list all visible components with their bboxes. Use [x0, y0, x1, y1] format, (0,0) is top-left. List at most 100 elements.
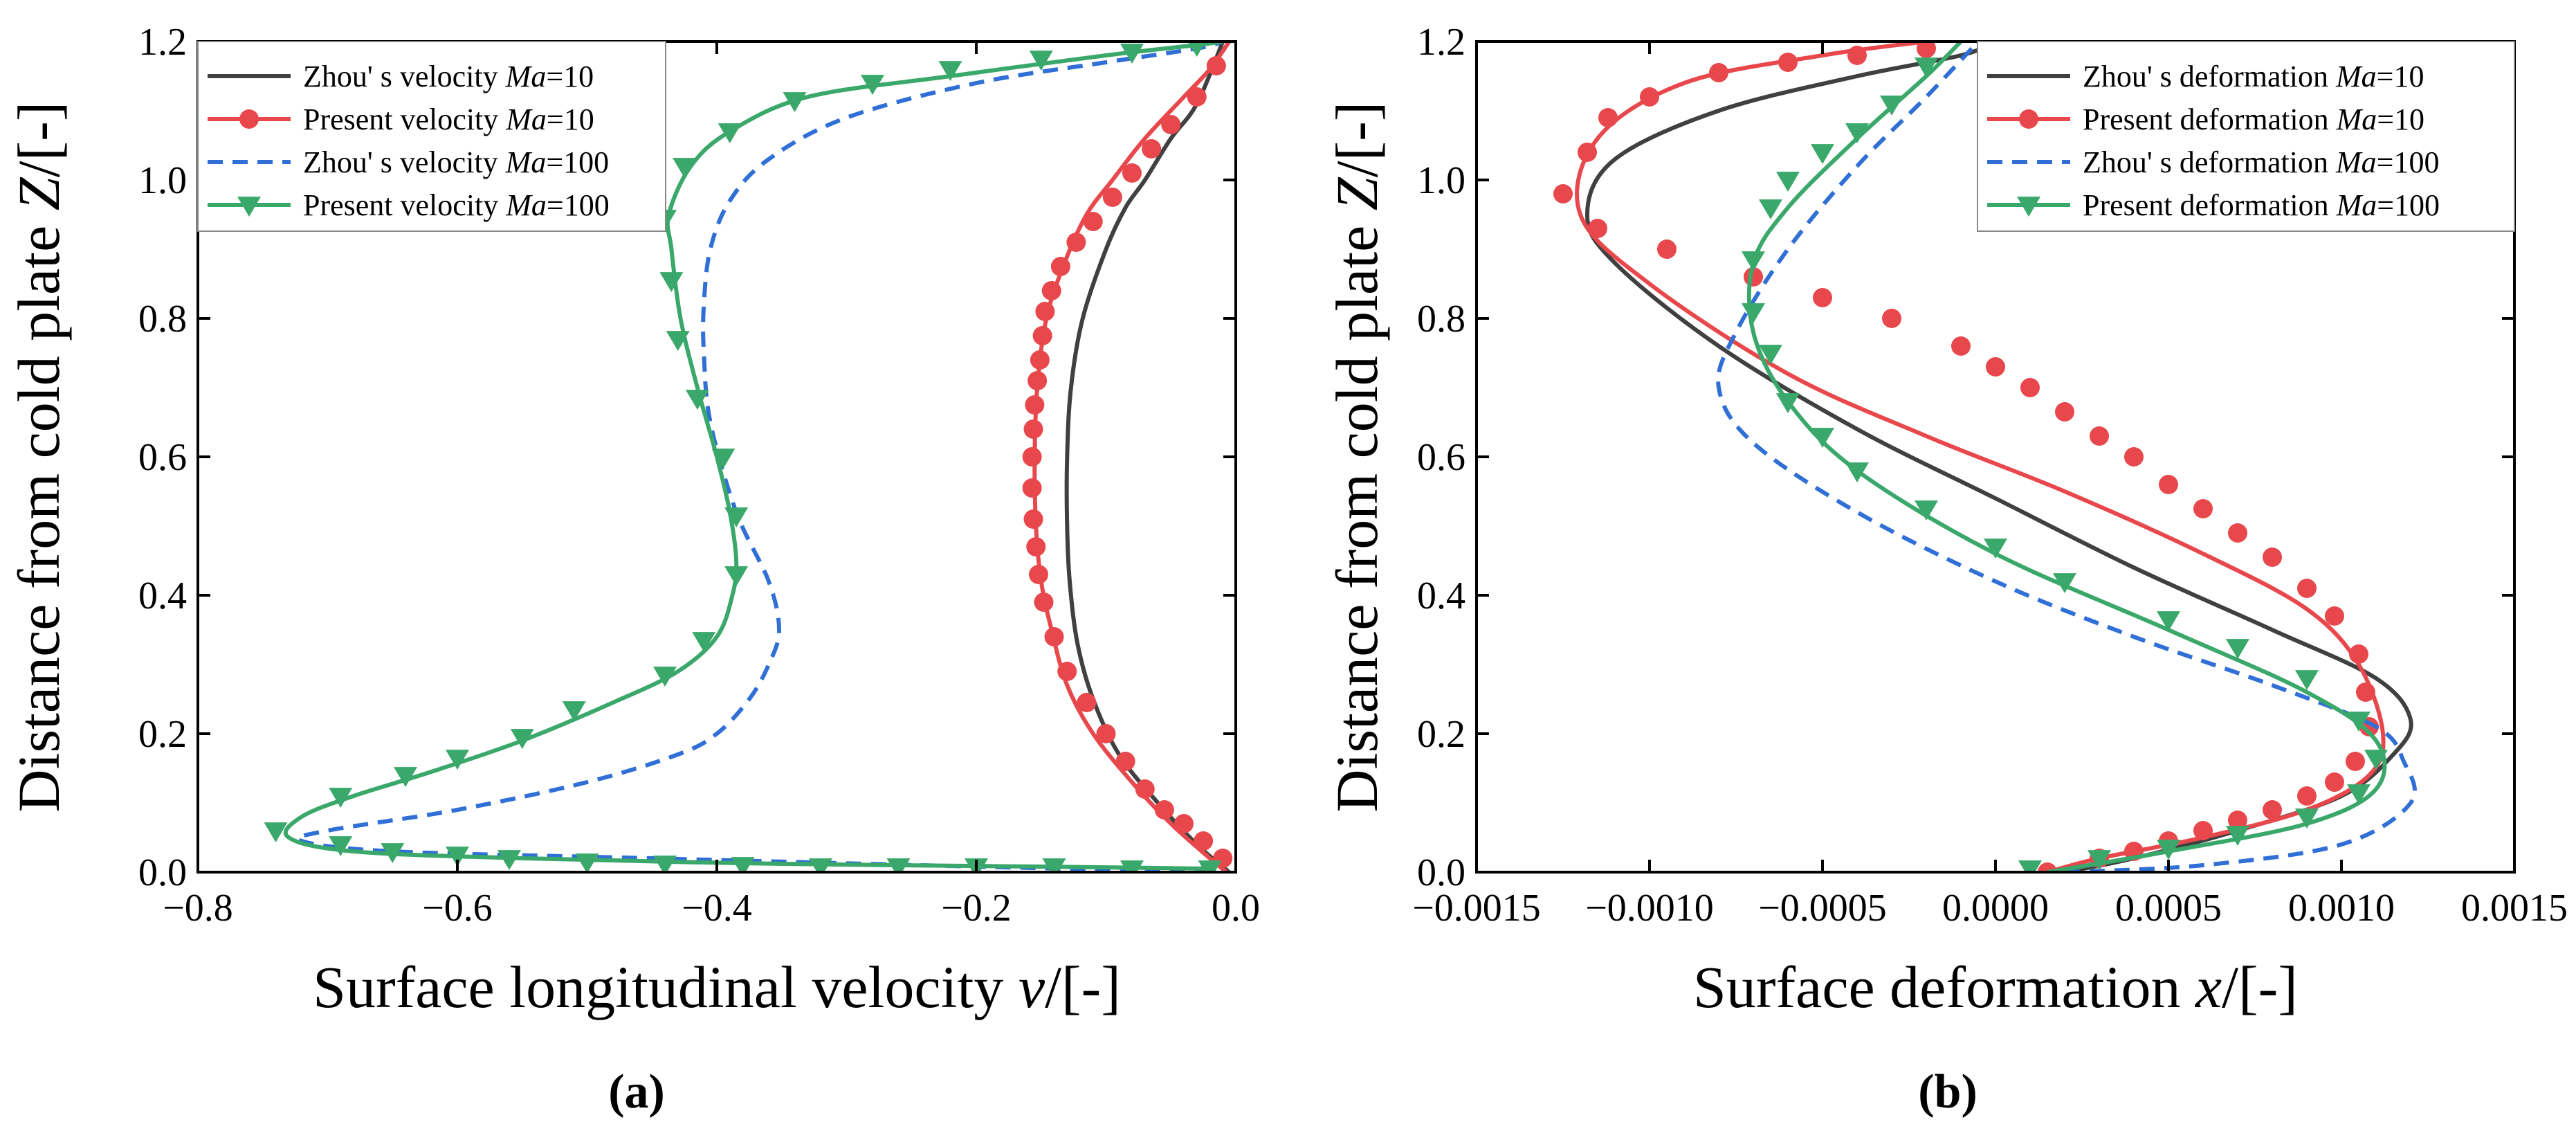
marker-a-3-12	[329, 836, 353, 856]
marker-a-1-4	[1135, 779, 1155, 799]
y-tick-label-b-6: 1.2	[1417, 21, 1465, 64]
legend-label-prefix-b-2: Zhou' s deformation	[2083, 145, 2336, 179]
marker-a-1-27	[1122, 163, 1142, 183]
series-layer-b	[1553, 42, 2417, 872]
legend-label-var-a-3: Ma	[505, 188, 547, 222]
y-axis-title-a-unit: /[-]	[6, 102, 72, 178]
legend-label-a-3: Present velocity Ma=100	[303, 188, 610, 222]
marker-a-1-29	[1161, 115, 1181, 134]
marker-b-1-17	[2193, 499, 2213, 518]
x-axis-title-a-text: Surface longitudinal velocity	[313, 954, 1018, 1020]
marker-a-3-21	[724, 566, 749, 586]
x-axis-title-a: Surface longitudinal velocity v/[-]	[313, 954, 1121, 1020]
marker-b-3-15	[1811, 428, 1834, 448]
marker-a-1-13	[1023, 509, 1043, 529]
marker-b-1-9	[2346, 752, 2365, 771]
marker-a-3-23	[711, 449, 736, 469]
legend-label-var-a-2: Ma	[505, 145, 547, 179]
marker-a-1-25	[1083, 212, 1103, 231]
legend-label-suffix-a-1: =10	[547, 102, 594, 136]
x-axis-title-b-unit: /[-]	[2222, 954, 2298, 1020]
legend-label-b-3: Present deformation Ma=100	[2083, 188, 2440, 222]
marker-a-3-26	[659, 272, 684, 292]
y-tick-label-b-1: 0.2	[1417, 713, 1465, 756]
marker-a-1-14	[1022, 478, 1042, 498]
series-line-a-2	[295, 42, 1224, 872]
marker-a-1-20	[1032, 326, 1052, 345]
marker-b-3-20	[1759, 199, 1782, 219]
marker-a-1-15	[1022, 447, 1042, 467]
marker-b-1-23	[1986, 357, 2005, 377]
y-tick-label-b-0: 0.0	[1417, 851, 1465, 894]
panel-label-b: (b)	[1918, 1065, 1977, 1119]
marker-b-1-25	[1882, 309, 1901, 328]
x-tick-label-b-3: 0.0000	[1942, 887, 2049, 930]
marker-b-3-18	[1742, 303, 1765, 323]
marker-a-1-6	[1096, 724, 1116, 743]
marker-a-3-5	[809, 858, 832, 872]
marker-b-1-32	[1598, 108, 1618, 127]
series-layer-a	[264, 42, 1233, 872]
chart-panel-a: −0.8 −0.6 −0.4 −0.2 0.0 0.0 0.2 0.4 0.6 0.8 1.0 1.2…	[6, 21, 1260, 1119]
x-tick-label-b-2: −0.0005	[1758, 887, 1887, 930]
marker-a-1-7	[1077, 693, 1097, 712]
y-axis-title-a: Distance from cold plate Z/[-]	[6, 102, 72, 813]
marker-b-1-34	[1709, 63, 1728, 82]
marker-a-3-6	[731, 857, 755, 872]
x-axis-title-a-unit: /[-]	[1045, 954, 1121, 1020]
marker-b-3-21	[1776, 172, 1800, 192]
marker-a-1-24	[1066, 233, 1086, 252]
marker-b-1-11	[2356, 682, 2375, 702]
legend-label-a-2: Zhou' s velocity Ma=100	[303, 145, 609, 179]
marker-a-3-11	[381, 843, 405, 863]
marker-a-1-19	[1030, 350, 1050, 370]
marker-a-1-30	[1187, 87, 1207, 107]
legend-label-var-b-2: Ma	[2335, 145, 2377, 179]
x-axis-title-b-text: Surface deformation	[1693, 954, 2195, 1020]
marker-b-3-8	[2295, 670, 2319, 690]
marker-a-3-25	[666, 331, 690, 351]
marker-a-3-35	[1187, 42, 1206, 57]
x-tick-label-a-0: −0.8	[163, 887, 233, 930]
legend-label-suffix-b-2: =100	[2377, 145, 2440, 179]
marker-a-3-16	[446, 750, 469, 770]
legend-label-var-b-0: Ma	[2335, 60, 2377, 93]
marker-a-1-18	[1027, 371, 1048, 390]
marker-b-3-7	[2347, 712, 2371, 732]
legend-label-a-1: Present velocity Ma=10	[303, 102, 594, 136]
marker-a-3-2	[1042, 858, 1066, 872]
tick-labels-a: −0.8 −0.6 −0.4 −0.2 0.0 0.0 0.2 0.4 0.6 0.8 1.0 1.2	[138, 21, 1260, 930]
y-axis-title-a-text: Distance from cold plate	[6, 210, 72, 812]
marker-b-3-24	[1880, 96, 1903, 116]
x-tick-label-a-4: 0.0	[1212, 887, 1260, 930]
marker-b-3-23	[1845, 123, 1869, 143]
marker-a-1-1	[1194, 831, 1214, 851]
panel-label-a-text: (a)	[608, 1065, 665, 1119]
y-tick-label-b-4: 0.8	[1417, 298, 1465, 341]
y-tick-label-a-3: 0.6	[138, 436, 187, 479]
x-axis-title-a-var: v	[1018, 954, 1045, 1020]
legend-marker-b-1	[2019, 109, 2038, 129]
marker-a-1-17	[1025, 395, 1045, 415]
marker-a-3-18	[562, 701, 586, 721]
marker-b-3-19	[1742, 251, 1765, 271]
marker-b-1-19	[2124, 447, 2144, 467]
marker-a-1-8	[1057, 662, 1077, 681]
marker-a-3-9	[497, 850, 521, 870]
marker-a-3-20	[692, 632, 716, 652]
y-axis-title-a-var: Z	[6, 177, 72, 210]
x-tick-label-a-2: −0.4	[682, 887, 752, 930]
marker-a-1-12	[1026, 537, 1046, 557]
marker-a-3-17	[510, 729, 534, 749]
legend-label-suffix-a-0: =10	[546, 60, 594, 93]
marker-b-3-11	[2053, 573, 2076, 593]
marker-a-3-24	[685, 390, 709, 410]
x-axis-title-b-var: x	[2194, 954, 2222, 1020]
marker-a-3-8	[575, 853, 599, 872]
tick-labels-b: −0.0015 −0.0010 −0.0005 0.0000 0.0005 0.0010 0…	[1412, 21, 2568, 930]
marker-b-1-14	[2297, 579, 2317, 598]
marker-b-3-13	[1915, 500, 1938, 521]
x-axis-title-b: Surface deformation x/[-]	[1693, 954, 2298, 1020]
